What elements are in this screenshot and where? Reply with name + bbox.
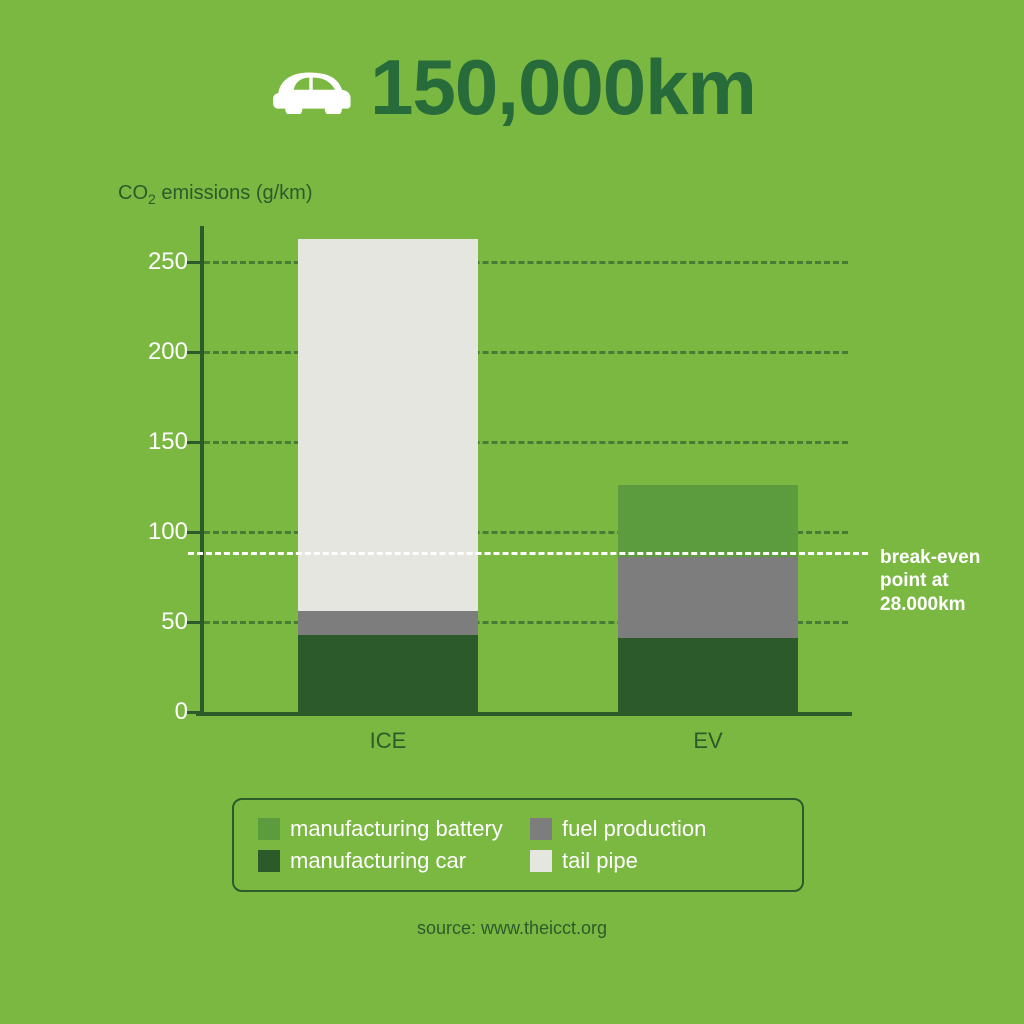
bar-segment-manufacturing-car xyxy=(618,638,798,712)
y-axis xyxy=(200,226,204,716)
y-tick xyxy=(186,351,204,354)
bar-segment-fuel-production xyxy=(618,557,798,638)
bar-segment-tail-pipe xyxy=(298,239,478,612)
legend: manufacturing battery fuel production manu… xyxy=(232,798,804,892)
infographic-root: 150,000km CO2 emissions (g/km) 050100150… xyxy=(0,0,1024,1024)
legend-item-fuel-production: fuel production xyxy=(530,816,778,842)
source-prefix: source: xyxy=(417,918,481,938)
category-label: ICE xyxy=(370,728,407,754)
y-tick-label: 200 xyxy=(108,338,188,366)
x-axis xyxy=(196,712,852,716)
y-tick xyxy=(186,531,204,534)
y-tick-label: 250 xyxy=(108,248,188,276)
car-icon xyxy=(268,62,354,114)
breakeven-line xyxy=(188,552,868,555)
y-tick-label: 100 xyxy=(108,518,188,546)
y-tick xyxy=(186,711,204,714)
legend-item-tail-pipe: tail pipe xyxy=(530,848,778,874)
bar-segment-manufacturing-battery xyxy=(618,485,798,557)
legend-label: manufacturing car xyxy=(290,848,466,874)
source-text: www.theicct.org xyxy=(481,918,607,938)
y-tick-label: 150 xyxy=(108,428,188,456)
plot-area: 050100150200250 xyxy=(200,226,848,712)
breakeven-label: break-evenpoint at28.000km xyxy=(880,546,980,617)
legend-item-manufacturing-battery: manufacturing battery xyxy=(258,816,506,842)
breakeven-label-line: point at xyxy=(880,569,980,593)
y-tick xyxy=(186,441,204,444)
legend-swatch xyxy=(530,818,552,840)
chart-area: 050100150200250 xyxy=(200,226,848,712)
y-tick-label: 0 xyxy=(108,698,188,726)
y-tick xyxy=(186,261,204,264)
breakeven-label-line: 28.000km xyxy=(880,593,980,617)
bar-segment-fuel-production xyxy=(298,611,478,634)
title-row: 150,000km xyxy=(0,42,1024,133)
legend-label: manufacturing battery xyxy=(290,816,503,842)
page-title: 150,000km xyxy=(370,42,756,133)
bar-ev xyxy=(618,485,798,712)
category-label: EV xyxy=(693,728,722,754)
bar-segment-manufacturing-car xyxy=(298,635,478,712)
legend-swatch xyxy=(258,850,280,872)
y-tick-label: 50 xyxy=(108,608,188,636)
y-tick xyxy=(186,621,204,624)
legend-item-manufacturing-car: manufacturing car xyxy=(258,848,506,874)
y-axis-label: CO2 emissions (g/km) xyxy=(118,182,313,207)
breakeven-label-line: break-even xyxy=(880,546,980,570)
legend-swatch xyxy=(530,850,552,872)
legend-label: fuel production xyxy=(562,816,706,842)
bar-ice xyxy=(298,239,478,712)
legend-label: tail pipe xyxy=(562,848,638,874)
legend-swatch xyxy=(258,818,280,840)
source-line: source: www.theicct.org xyxy=(0,918,1024,939)
